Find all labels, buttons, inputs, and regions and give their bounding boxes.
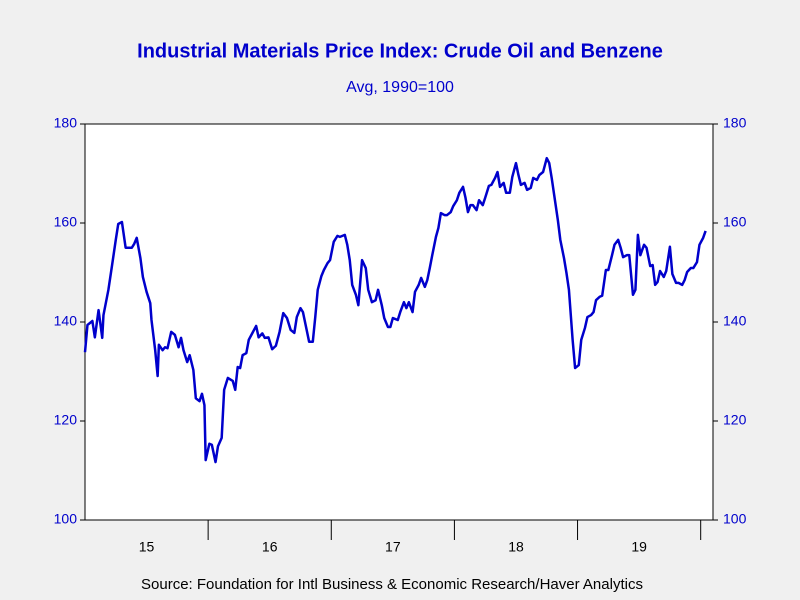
- y-tick-label-right: 180: [723, 115, 747, 131]
- chart-title: Industrial Materials Price Index: Crude …: [137, 40, 663, 62]
- source-note: Source: Foundation for Intl Business & E…: [141, 576, 643, 593]
- y-tick-label: 120: [54, 412, 78, 428]
- y-tick-label-right: 120: [723, 412, 747, 428]
- y-tick-label: 180: [54, 115, 78, 131]
- chart-subtitle: Avg, 1990=100: [346, 79, 454, 96]
- y-tick-label-right: 160: [723, 214, 747, 230]
- x-tick-label: 19: [631, 539, 647, 555]
- plot-area: [84, 123, 714, 521]
- x-tick-label: 16: [262, 539, 278, 555]
- x-tick-label: 17: [385, 539, 401, 555]
- data-line: [83, 156, 707, 464]
- y-tick-label: 100: [54, 511, 78, 527]
- x-tick-label: 15: [139, 539, 155, 555]
- x-tick-label: 18: [508, 539, 524, 555]
- y-tick-label-right: 100: [723, 511, 747, 527]
- y-tick-label: 160: [54, 214, 78, 230]
- y-tick-label: 140: [54, 313, 78, 329]
- y-tick-label-right: 140: [723, 313, 747, 329]
